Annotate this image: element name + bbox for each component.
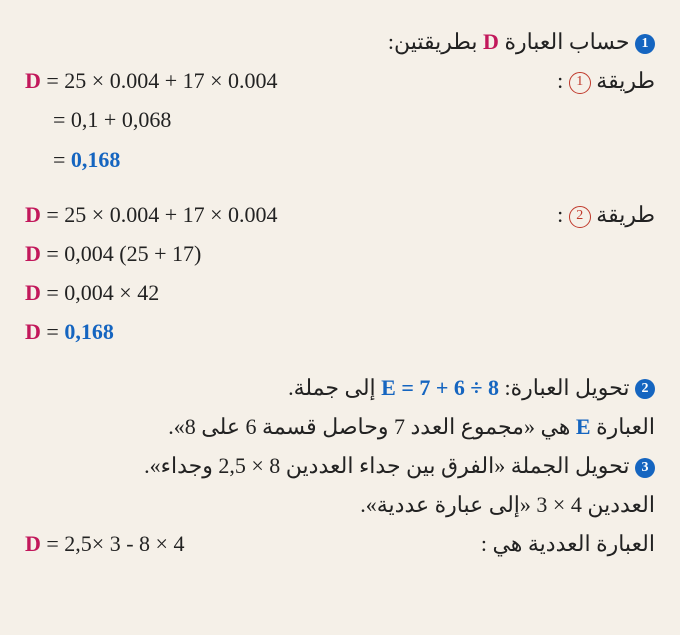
- q3-expr-body: = 2,5× 3 - 8 × 4: [41, 531, 185, 556]
- q1-eq3-eq: =: [53, 147, 71, 172]
- q1-m2-D3: D: [25, 280, 41, 305]
- q2-post: إلى جملة.: [288, 375, 381, 400]
- q2-expr: E = 7 + 6 ÷ 8: [381, 375, 499, 400]
- q1-title-pre: حساب العبارة: [499, 29, 630, 54]
- q1-eq3: = 0,168: [25, 142, 655, 177]
- q2-var-E: E: [576, 414, 591, 439]
- q1-m2-D2: D: [25, 241, 41, 266]
- q1-eq1-D: D: [25, 68, 41, 93]
- circled-2-icon: 2: [569, 206, 591, 228]
- q1-eq1-body: = 25 × 0.004 + 17 × 0.004: [41, 68, 278, 93]
- q1-m2-eq4-eq: =: [41, 319, 64, 344]
- q2-pre: تحويل العبارة:: [499, 375, 635, 400]
- q3-answer-label: العبارة العددية هي :: [481, 526, 655, 561]
- q2-sentence-pre: العبارة: [591, 414, 655, 439]
- bullet-2-icon: 2: [635, 379, 655, 399]
- q1-method1-label: طريقة 1 :: [557, 63, 655, 98]
- circled-1-icon: 1: [569, 72, 591, 94]
- q1-title-post: بطريقتين:: [388, 29, 483, 54]
- q3-D: D: [25, 531, 41, 556]
- q2-sentence-post: هي «مجموع العدد 7 وحاصل قسمة 6 على 8».: [168, 414, 576, 439]
- q1-m2-D4: D: [25, 319, 41, 344]
- q1-method2-row: D = 25 × 0.004 + 17 × 0.004 طريقة 2 :: [25, 197, 655, 232]
- method1-word: طريقة: [591, 68, 655, 93]
- q1-eq2: = 0,1 + 0,068: [25, 102, 655, 137]
- q1-m2-eq4: D = 0,168: [25, 314, 655, 349]
- q1-title: 1 حساب العبارة D بطريقتين:: [25, 24, 655, 59]
- method2-word: طريقة: [591, 202, 655, 227]
- q1-var-D: D: [483, 29, 499, 54]
- q1-m2-D1: D: [25, 202, 41, 227]
- q3-answer-expr: D = 2,5× 3 - 8 × 4: [25, 526, 184, 561]
- method2-colon: :: [557, 202, 569, 227]
- q3-answer-row: D = 2,5× 3 - 8 × 4 العبارة العددية هي :: [25, 526, 655, 561]
- q1-m2-eq3-body: = 0,004 × 42: [41, 280, 159, 305]
- q1-m2-eq1: D = 25 × 0.004 + 17 × 0.004: [25, 197, 278, 232]
- bullet-1-icon: 1: [635, 34, 655, 54]
- q3-line1-text: تحويل الجملة «الفرق بين جداء العددين 8 ×…: [144, 453, 635, 478]
- q1-m2-eq1-body: = 25 × 0.004 + 17 × 0.004: [41, 202, 278, 227]
- q3-line2: العددين 4 × 3 «إلى عبارة عددية».: [25, 487, 655, 522]
- q1-m2-eq2-body: = 0,004 (25 + 17): [41, 241, 201, 266]
- method1-colon: :: [557, 68, 569, 93]
- q2-line2: العبارة E هي «مجموع العدد 7 وحاصل قسمة 6…: [25, 409, 655, 444]
- q1-method2-label: طريقة 2 :: [557, 197, 655, 232]
- q1-m2-eq2: D = 0,004 (25 + 17): [25, 236, 655, 271]
- q2-line1: 2 تحويل العبارة: E = 7 + 6 ÷ 8 إلى جملة.: [25, 370, 655, 405]
- q1-result2: 0,168: [64, 319, 114, 344]
- q1-m2-eq3: D = 0,004 × 42: [25, 275, 655, 310]
- q1-result1: 0,168: [71, 147, 121, 172]
- q1-eq1: D = 25 × 0.004 + 17 × 0.004: [25, 63, 278, 98]
- bullet-3-icon: 3: [635, 458, 655, 478]
- q3-line1: 3 تحويل الجملة «الفرق بين جداء العددين 8…: [25, 448, 655, 483]
- q1-method1-row: D = 25 × 0.004 + 17 × 0.004 طريقة 1 :: [25, 63, 655, 98]
